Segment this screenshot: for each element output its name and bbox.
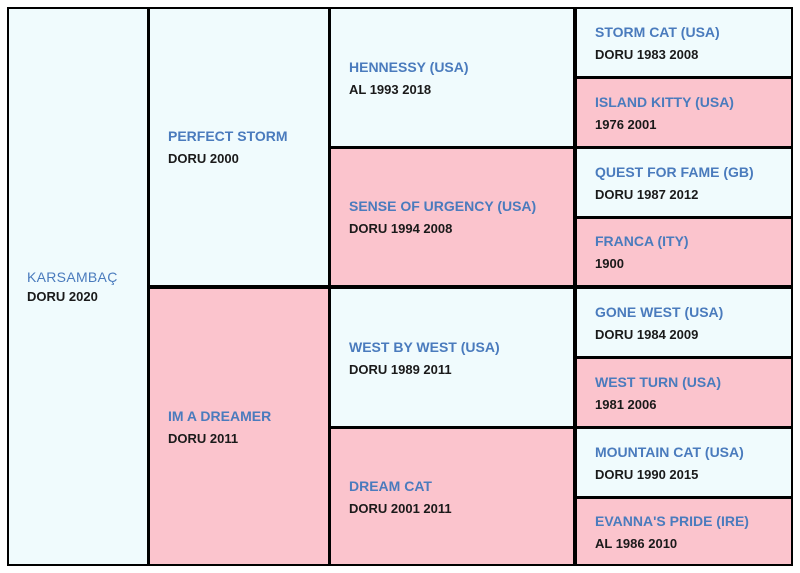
dam-cell: IM A DREAMER DORU 2011 [150, 289, 328, 564]
grandparent-cell: DREAM CAT DORU 2001 2011 [331, 429, 573, 564]
great-grandparent-cell: STORM CAT (USA) DORU 1983 2008 [577, 9, 791, 76]
subject-info: DORU 2020 [27, 289, 98, 304]
great-grandparent-cell: FRANCA (ITY) 1900 [577, 219, 791, 285]
great-grandparent-name[interactable]: GONE WEST (USA) [595, 303, 724, 320]
dam-info: DORU 2011 [168, 430, 239, 446]
grandparent-name[interactable]: SENSE OF URGENCY (USA) [349, 198, 537, 214]
great-grandparent-info: DORU 1990 2015 [595, 466, 699, 482]
great-grandparent-info: 1900 [595, 256, 624, 271]
subject-cell: KARSAMBAÇ DORU 2020 [9, 9, 147, 564]
sire-cell: PERFECT STORM DORU 2000 [150, 9, 328, 285]
grandparent-info: DORU 2001 2011 [349, 500, 452, 516]
grandparent-info: DORU 1994 2008 [349, 221, 453, 236]
great-grandparent-info: DORU 1987 2012 [595, 186, 699, 202]
great-grandparent-info: 1976 2001 [595, 116, 657, 132]
great-grandparent-name[interactable]: WEST TURN (USA) [595, 373, 721, 390]
grandparent-cell: WEST BY WEST (USA) DORU 1989 2011 [331, 289, 573, 426]
great-grandparent-cell: WEST TURN (USA) 1981 2006 [577, 359, 791, 426]
grandparent-cell: HENNESSY (USA) AL 1993 2018 [331, 9, 573, 146]
sire-info: DORU 2000 [168, 151, 239, 166]
sire-name[interactable]: PERFECT STORM [168, 128, 288, 144]
great-grandparent-cell: MOUNTAIN CAT (USA) DORU 1990 2015 [577, 429, 791, 496]
great-grandparent-info: DORU 1983 2008 [595, 46, 699, 62]
great-grandparent-cell: GONE WEST (USA) DORU 1984 2009 [577, 289, 791, 356]
grandparent-name[interactable]: DREAM CAT [349, 477, 432, 494]
grandparent-info: DORU 1989 2011 [349, 361, 452, 377]
grandparent-cell: SENSE OF URGENCY (USA) DORU 1994 2008 [331, 149, 573, 285]
grandparent-name[interactable]: HENNESSY (USA) [349, 58, 469, 75]
great-grandparent-info: AL 1986 2010 [595, 535, 678, 551]
great-grandparent-info: 1981 2006 [595, 396, 657, 412]
great-grandparent-name[interactable]: ISLAND KITTY (USA) [595, 93, 734, 110]
grandparent-info: AL 1993 2018 [349, 81, 432, 97]
great-grandparent-name[interactable]: QUEST FOR FAME (GB) [595, 163, 754, 180]
grandparent-name[interactable]: WEST BY WEST (USA) [349, 338, 500, 355]
great-grandparent-name[interactable]: FRANCA (ITY) [595, 233, 689, 249]
subject-name[interactable]: KARSAMBAÇ [27, 269, 118, 285]
great-grandparent-name[interactable]: MOUNTAIN CAT (USA) [595, 443, 744, 460]
great-grandparent-info: DORU 1984 2009 [595, 326, 699, 342]
great-grandparent-name[interactable]: STORM CAT (USA) [595, 23, 720, 40]
great-grandparent-cell: EVANNA'S PRIDE (IRE) AL 1986 2010 [577, 499, 791, 564]
great-grandparent-cell: QUEST FOR FAME (GB) DORU 1987 2012 [577, 149, 791, 216]
great-grandparent-cell: ISLAND KITTY (USA) 1976 2001 [577, 79, 791, 146]
great-grandparent-name[interactable]: EVANNA'S PRIDE (IRE) [595, 512, 749, 529]
pedigree-table: KARSAMBAÇ DORU 2020 PERFECT STORM DORU 2… [7, 7, 793, 566]
dam-name[interactable]: IM A DREAMER [168, 407, 272, 424]
